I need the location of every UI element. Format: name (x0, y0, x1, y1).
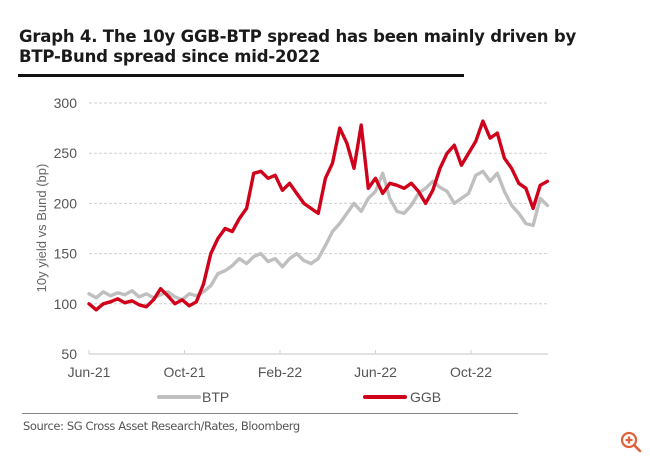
x-tick-label: Oct-22 (450, 364, 492, 380)
x-tick-label: Jun-22 (354, 364, 397, 380)
x-tick-label: Jun-21 (68, 364, 111, 380)
axes: 50 100 150 200 250 300 Jun-21 Oct-21 Feb-22 Jun-2… (54, 95, 548, 380)
y-axis-label: 10y yield vs Bund (bp) (34, 164, 49, 293)
legend-label-btp: BTP (202, 389, 229, 405)
y-tick-label: 300 (54, 95, 78, 111)
x-tick-label: Feb-22 (258, 364, 303, 380)
gridlines (89, 102, 548, 305)
x-tick-label: Oct-21 (163, 364, 205, 380)
y-tick-label: 50 (61, 346, 77, 362)
zoom-in-icon (620, 431, 642, 453)
series-line-btp (87, 169, 550, 302)
source-divider (22, 413, 518, 414)
zoom-in-button[interactable] (619, 430, 643, 454)
series-line-ggb (87, 119, 550, 312)
title-underline (18, 74, 464, 77)
legend: BTP GGB (157, 389, 441, 405)
y-tick-label: 250 (54, 145, 78, 161)
series-lines (87, 119, 550, 312)
source-note: Source: SG Cross Asset Research/Rates, B… (23, 419, 300, 433)
y-tick-label: 150 (54, 246, 78, 262)
chart-title-line-2: BTP-Bund spread since mid-2022 (19, 47, 321, 66)
y-tick-label: 200 (54, 195, 78, 211)
y-tick-label: 100 (54, 296, 78, 312)
legend-label-ggb: GGB (410, 389, 441, 405)
chart-title: Graph 4. The 10y GGB-BTP spread has been… (19, 27, 579, 67)
chart-title-line-1: Graph 4. The 10y GGB-BTP spread has been… (19, 27, 577, 46)
